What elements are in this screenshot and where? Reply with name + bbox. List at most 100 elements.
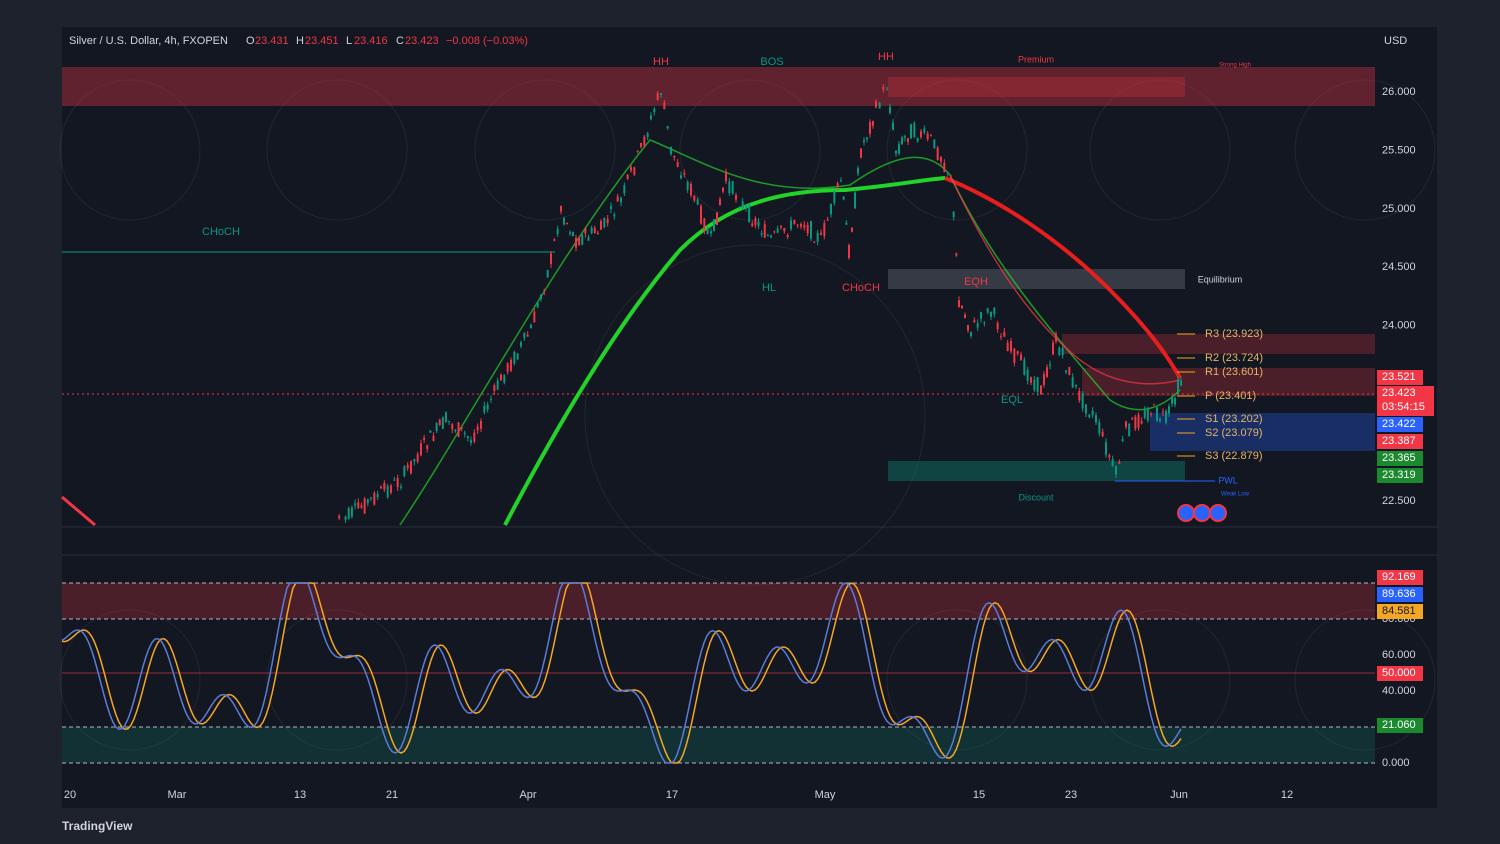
candle-body (1000, 336, 1002, 338)
candle-body (1095, 415, 1097, 423)
candle-body (803, 224, 806, 228)
candle-body (1061, 347, 1064, 356)
candle-body (820, 232, 822, 235)
candle-body (920, 131, 922, 138)
candle-body (550, 253, 552, 265)
candle-body (840, 180, 842, 182)
candle-body (950, 178, 952, 180)
candle-body (901, 137, 903, 145)
candle-body (610, 206, 612, 210)
annotation: Weak Low (1221, 492, 1250, 498)
candle-body (670, 146, 672, 155)
candle-body (344, 516, 347, 520)
candle-body (357, 502, 360, 509)
candle-body (653, 108, 656, 113)
candle-body (569, 232, 571, 234)
time-axis-label: Mar (168, 789, 187, 801)
candle-body (745, 205, 747, 208)
candle-body (895, 150, 897, 154)
candle-body (930, 135, 932, 137)
candle-body (970, 331, 972, 336)
equilibrium-zone (888, 269, 1185, 289)
price-tag-label: 23.521 (1382, 371, 1416, 383)
candle-body (748, 204, 751, 222)
candle-body (973, 320, 976, 323)
candle-body (710, 231, 712, 234)
price-tag (1377, 417, 1423, 432)
pivot-label: S3 (22.879) (1205, 450, 1262, 462)
candle-body (1150, 413, 1152, 415)
oscillator-tag-label: 50.000 (1382, 667, 1416, 679)
candle-body (480, 420, 482, 429)
footer-logo[interactable]: TradingView (62, 819, 133, 833)
moving-average (944, 176, 1182, 379)
candle-body (796, 224, 799, 226)
moving-average (61, 495, 96, 527)
resistance-zone (1062, 334, 1375, 354)
candle-body (656, 92, 659, 100)
candle-body (830, 203, 832, 215)
candle-body (1006, 342, 1009, 352)
time-axis-label: 17 (666, 789, 678, 801)
candle-body (696, 199, 699, 205)
candle-body (666, 126, 669, 129)
candle-body (578, 237, 581, 246)
time-axis-label: 12 (1281, 789, 1293, 801)
annotation: Equilibrium (1198, 274, 1243, 284)
candle-body (706, 229, 709, 235)
candle-body (1033, 379, 1036, 390)
candle-body (676, 162, 679, 167)
candle-body (713, 219, 715, 231)
candle-body (738, 207, 741, 209)
annotation: BOS (760, 56, 783, 68)
annotation: EQL (1001, 394, 1023, 406)
candle-body (376, 493, 379, 498)
candle-body (556, 228, 559, 235)
candle-body (731, 181, 734, 194)
symbol: Silver / U.S. Dollar, 4h, FXOPEN (69, 35, 228, 47)
oscillator-axis-label: 40.000 (1382, 685, 1416, 697)
candle-body (566, 223, 568, 225)
candle-body (613, 214, 616, 217)
candle-body (466, 436, 469, 439)
candle-body (526, 334, 529, 337)
candle-body (961, 306, 963, 309)
candle-body (650, 115, 652, 120)
candle-body (854, 192, 856, 209)
candle-body (735, 195, 737, 200)
candle-body (783, 228, 786, 232)
candle-body (503, 374, 506, 383)
candle-body (1081, 392, 1084, 409)
candle-body (350, 507, 353, 517)
ohlc-key: C (396, 35, 404, 47)
candle-body (889, 106, 891, 114)
price-tag-label: 23.319 (1382, 469, 1416, 481)
candle-body (1180, 380, 1182, 386)
candle-body (940, 157, 942, 162)
candle-body (600, 221, 602, 230)
candle-body (913, 123, 916, 137)
annotation: PWL (1218, 475, 1238, 485)
price-tag (1377, 451, 1423, 466)
annotation: HL (762, 282, 776, 294)
candle-body (460, 426, 463, 429)
candle-body (420, 443, 422, 456)
candle-body (1121, 439, 1124, 441)
ohlc-key: O (246, 35, 255, 47)
price-tag (1377, 386, 1434, 416)
candle-body (386, 485, 389, 498)
oscillator-tag (1377, 587, 1423, 602)
candle-body (563, 217, 565, 225)
candle-body (976, 323, 979, 328)
candle-body (606, 218, 609, 224)
candle-body (1140, 421, 1143, 424)
candle-body (543, 290, 546, 292)
annotation: Discount (1018, 492, 1054, 502)
candle-body (857, 168, 859, 174)
candle-body (393, 479, 396, 481)
candle-body (347, 508, 350, 519)
candle-body (1049, 364, 1051, 366)
oscillator-tag (1377, 604, 1423, 619)
candle-body (438, 419, 441, 425)
